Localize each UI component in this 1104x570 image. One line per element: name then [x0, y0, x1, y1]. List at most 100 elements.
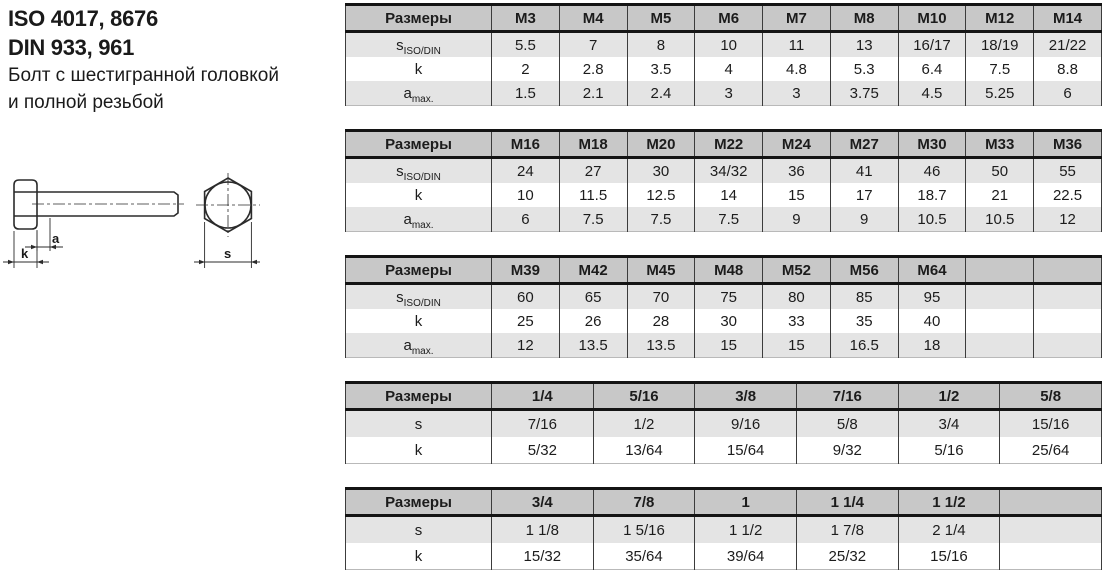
value-cell: 9/16: [694, 409, 797, 437]
value-cell: 5.25: [965, 81, 1035, 106]
dim-label-a: a: [52, 231, 60, 246]
value-cell: 1 5/16: [592, 515, 696, 543]
header-label: Размеры: [345, 382, 492, 411]
column-header: 3/8: [694, 382, 797, 411]
value-cell: 34/32: [694, 157, 764, 183]
value-cell: 15: [694, 333, 764, 358]
table-row: k 25 26 28 30 33 35 40: [345, 309, 1102, 333]
value-cell: 6: [1033, 81, 1102, 106]
value-cell: 2.8: [558, 57, 628, 81]
column-header: M33: [965, 130, 1035, 159]
column-header: [965, 256, 1035, 285]
value-cell: 7.5: [626, 207, 696, 232]
value-cell: 7.5: [965, 57, 1035, 81]
value-cell: 2.4: [626, 81, 696, 106]
column-header: M10: [897, 4, 967, 33]
value-cell: 26: [558, 309, 628, 333]
column-header: M5: [626, 4, 696, 33]
value-cell: [965, 283, 1035, 309]
dim-label-s: s: [224, 246, 231, 261]
table-row: amax. 6 7.5 7.5 7.5 9 9 10.5 10.5 12: [345, 207, 1102, 232]
value-cell: 15/64: [694, 437, 797, 464]
row-label: s: [345, 515, 492, 543]
value-cell: 35/64: [592, 543, 696, 570]
value-cell: 13.5: [558, 333, 628, 358]
header-label: Размеры: [345, 4, 492, 33]
value-cell: 7.5: [558, 207, 628, 232]
value-cell: [1033, 309, 1102, 333]
value-cell: 10.5: [965, 207, 1035, 232]
value-cell: 10.5: [897, 207, 967, 232]
column-header: M4: [558, 4, 628, 33]
table-header-row: Размеры M16 M18 M20 M22 M24 M27 M30 M33 M36: [345, 130, 1102, 159]
value-cell: 15/16: [999, 409, 1102, 437]
value-cell: [999, 543, 1102, 570]
column-header: 5/16: [592, 382, 696, 411]
row-label: amax.: [345, 81, 492, 106]
value-cell: 25/64: [999, 437, 1102, 464]
value-cell: 60: [491, 283, 560, 309]
column-header: 5/8: [999, 382, 1102, 411]
column-header: M16: [491, 130, 560, 159]
column-header: M20: [626, 130, 696, 159]
value-cell: 7/16: [491, 409, 594, 437]
column-header: M27: [829, 130, 899, 159]
value-cell: 13: [829, 31, 899, 57]
value-cell: 33: [762, 309, 831, 333]
value-cell: [965, 309, 1035, 333]
value-cell: 30: [694, 309, 764, 333]
value-cell: 10: [694, 31, 764, 57]
bolt-end-view: [196, 173, 260, 237]
table-header-row: Размеры M39 M42 M45 M48 M52 M56 M64: [345, 256, 1102, 285]
value-cell: 12: [1033, 207, 1102, 232]
value-cell: 75: [694, 283, 764, 309]
column-header: M18: [558, 130, 628, 159]
dimension-table-metric-m3-m14: Размеры M3 M4 M5 M6 M7 M8 M10 M12 M14 sISO/DIN 5.5 7…: [345, 3, 1102, 106]
column-header: 1: [694, 488, 797, 517]
value-cell: 4.5: [897, 81, 967, 106]
standard-din: DIN 933, 961: [8, 35, 135, 60]
row-label: k: [345, 437, 492, 464]
table-row: k 2 2.8 3.5 4 4.8 5.3 6.4 7.5 8.8: [345, 57, 1102, 81]
value-cell: 27: [558, 157, 628, 183]
value-cell: 5.5: [491, 31, 560, 57]
column-header: M64: [897, 256, 967, 285]
value-cell: 14: [694, 183, 764, 207]
table-row: k 15/32 35/64 39/64 25/32 15/16: [345, 543, 1102, 570]
table-row: sISO/DIN 24 27 30 34/32 36 41 46 50 55: [345, 157, 1102, 183]
column-header: M30: [897, 130, 967, 159]
value-cell: 12: [491, 333, 560, 358]
column-header: [999, 488, 1102, 517]
value-cell: 3.75: [829, 81, 899, 106]
value-cell: 28: [626, 309, 696, 333]
header-label: Размеры: [345, 256, 492, 285]
row-label: k: [345, 309, 492, 333]
value-cell: 5/8: [795, 409, 899, 437]
value-cell: 16/17: [897, 31, 967, 57]
value-cell: 40: [897, 309, 967, 333]
table-row: sISO/DIN 5.5 7 8 10 11 13 16/17 18/19 21/22: [345, 31, 1102, 57]
value-cell: 7: [558, 31, 628, 57]
value-cell: 18: [897, 333, 967, 358]
value-cell: 25/32: [795, 543, 899, 570]
value-cell: [1033, 333, 1102, 358]
value-cell: 8.8: [1033, 57, 1102, 81]
table-row: sISO/DIN 60 65 70 75 80 85 95: [345, 283, 1102, 309]
row-label: k: [345, 183, 492, 207]
column-header: M36: [1033, 130, 1102, 159]
dimension-table-imperial-quarter-to-5-8: Размеры 1/4 5/16 3/8 7/16 1/2 5/8 s 7/16 1/2 9/16 5…: [345, 381, 1102, 464]
tables-column: Размеры M3 M4 M5 M6 M7 M8 M10 M12 M14 sISO/DIN 5.5 7…: [345, 3, 1102, 570]
value-cell: 2: [491, 57, 560, 81]
description-line-2: и полной резьбой: [8, 92, 164, 113]
value-cell: 41: [829, 157, 899, 183]
bolt-technical-drawing: a k s: [3, 173, 260, 268]
value-cell: 3/4: [897, 409, 1001, 437]
row-label: amax.: [345, 333, 492, 358]
value-cell: 35: [829, 309, 899, 333]
table-header-row: Размеры 1/4 5/16 3/8 7/16 1/2 5/8: [345, 382, 1102, 411]
dimension-table-imperial-3-4-to-1-1-2: Размеры 3/4 7/8 1 1 1/4 1 1/2 s 1 1/8 1 5/16 1 1/…: [345, 487, 1102, 570]
value-cell: 21: [965, 183, 1035, 207]
value-cell: 16.5: [829, 333, 899, 358]
value-cell: 10: [491, 183, 560, 207]
